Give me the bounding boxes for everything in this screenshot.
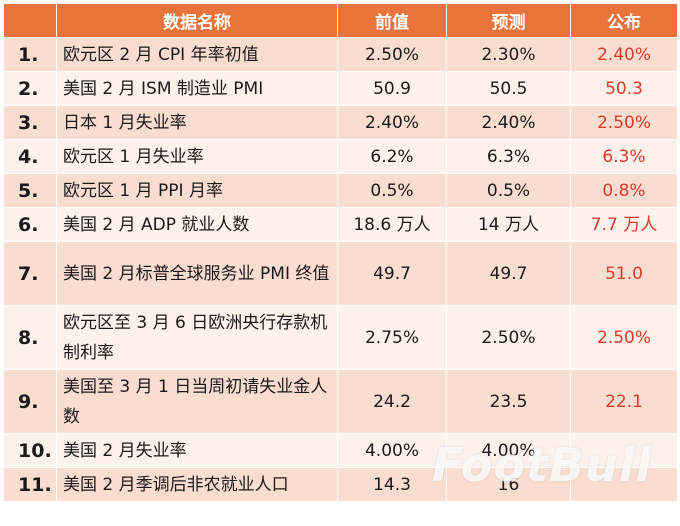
row-name: 日本 1 月失业率: [56, 105, 338, 140]
row-forecast: 0.5%: [446, 173, 571, 208]
row-previous: 50.9: [337, 71, 447, 106]
row-published: 2.40%: [570, 37, 678, 72]
row-published: 0.8%: [570, 173, 678, 208]
header-data-name: 数据名称: [56, 3, 338, 38]
row-name: 欧元区 1 月失业率: [56, 139, 338, 174]
row-forecast: 2.30%: [446, 37, 571, 72]
row-number: 5.: [3, 173, 57, 208]
row-number: 10.: [3, 433, 57, 468]
row-previous: 4.00%: [337, 433, 447, 468]
row-published: 51.0: [570, 241, 678, 306]
row-forecast: 2.50%: [446, 305, 571, 370]
row-forecast: 6.3%: [446, 139, 571, 174]
row-forecast: 50.5: [446, 71, 571, 106]
row-previous: 24.2: [337, 369, 447, 434]
header-forecast: 预测: [446, 3, 571, 38]
row-number: 11.: [3, 467, 57, 502]
row-published: 2.50%: [570, 105, 678, 140]
table-row: 3. 日本 1 月失业率 2.40% 2.40% 2.50%: [3, 105, 678, 140]
row-name: 美国 2 月季调后非农就业人口: [56, 467, 338, 502]
table-row: 6. 美国 2 月 ADP 就业人数 18.6 万人 14 万人 7.7 万人: [3, 207, 678, 242]
row-name: 欧元区至 3 月 6 日欧洲央行存款机制利率: [56, 305, 338, 370]
row-name: 美国 2 月失业率: [56, 433, 338, 468]
row-number: 1.: [3, 37, 57, 72]
row-published: [570, 467, 678, 502]
row-published: 7.7 万人: [570, 207, 678, 242]
table-row: 9. 美国至 3 月 1 日当周初请失业金人数 24.2 23.5 22.1: [3, 369, 678, 434]
row-previous: 6.2%: [337, 139, 447, 174]
row-published: 22.1: [570, 369, 678, 434]
header-index: [3, 3, 57, 38]
table-row: 1. 欧元区 2 月 CPI 年率初值 2.50% 2.30% 2.40%: [3, 37, 678, 72]
table-row: 5. 欧元区 1 月 PPI 月率 0.5% 0.5% 0.8%: [3, 173, 678, 208]
table-row: 4. 欧元区 1 月失业率 6.2% 6.3% 6.3%: [3, 139, 678, 174]
row-published: [570, 433, 678, 468]
row-number: 2.: [3, 71, 57, 106]
row-name: 美国至 3 月 1 日当周初请失业金人数: [56, 369, 338, 434]
row-previous: 2.50%: [337, 37, 447, 72]
row-forecast: 16: [446, 467, 571, 502]
table-row: 2. 美国 2 月 ISM 制造业 PMI 50.9 50.5 50.3: [3, 71, 678, 106]
economic-data-table: 数据名称 前值 预测 公布 1. 欧元区 2 月 CPI 年率初值 2.50% …: [3, 3, 678, 502]
row-previous: 2.75%: [337, 305, 447, 370]
row-name: 欧元区 1 月 PPI 月率: [56, 173, 338, 208]
row-published: 6.3%: [570, 139, 678, 174]
row-name: 美国 2 月标普全球服务业 PMI 终值: [56, 241, 338, 306]
row-name: 欧元区 2 月 CPI 年率初值: [56, 37, 338, 72]
table-header-row: 数据名称 前值 预测 公布: [3, 3, 678, 38]
row-number: 6.: [3, 207, 57, 242]
row-name: 美国 2 月 ISM 制造业 PMI: [56, 71, 338, 106]
row-forecast: 4.00%: [446, 433, 571, 468]
table-row: 10. 美国 2 月失业率 4.00% 4.00%: [3, 433, 678, 468]
row-name: 美国 2 月 ADP 就业人数: [56, 207, 338, 242]
header-published: 公布: [570, 3, 678, 38]
row-forecast: 49.7: [446, 241, 571, 306]
table-row: 8. 欧元区至 3 月 6 日欧洲央行存款机制利率 2.75% 2.50% 2.…: [3, 305, 678, 370]
table-row: 11. 美国 2 月季调后非农就业人口 14.3 16: [3, 467, 678, 502]
row-published: 2.50%: [570, 305, 678, 370]
row-number: 3.: [3, 105, 57, 140]
row-previous: 49.7: [337, 241, 447, 306]
row-previous: 0.5%: [337, 173, 447, 208]
header-previous: 前值: [337, 3, 447, 38]
row-published: 50.3: [570, 71, 678, 106]
row-number: 8.: [3, 305, 57, 370]
row-forecast: 14 万人: [446, 207, 571, 242]
row-previous: 18.6 万人: [337, 207, 447, 242]
row-forecast: 2.40%: [446, 105, 571, 140]
row-number: 4.: [3, 139, 57, 174]
row-previous: 14.3: [337, 467, 447, 502]
row-number: 9.: [3, 369, 57, 434]
table-row: 7. 美国 2 月标普全球服务业 PMI 终值 49.7 49.7 51.0: [3, 241, 678, 306]
row-previous: 2.40%: [337, 105, 447, 140]
row-number: 7.: [3, 241, 57, 306]
row-forecast: 23.5: [446, 369, 571, 434]
